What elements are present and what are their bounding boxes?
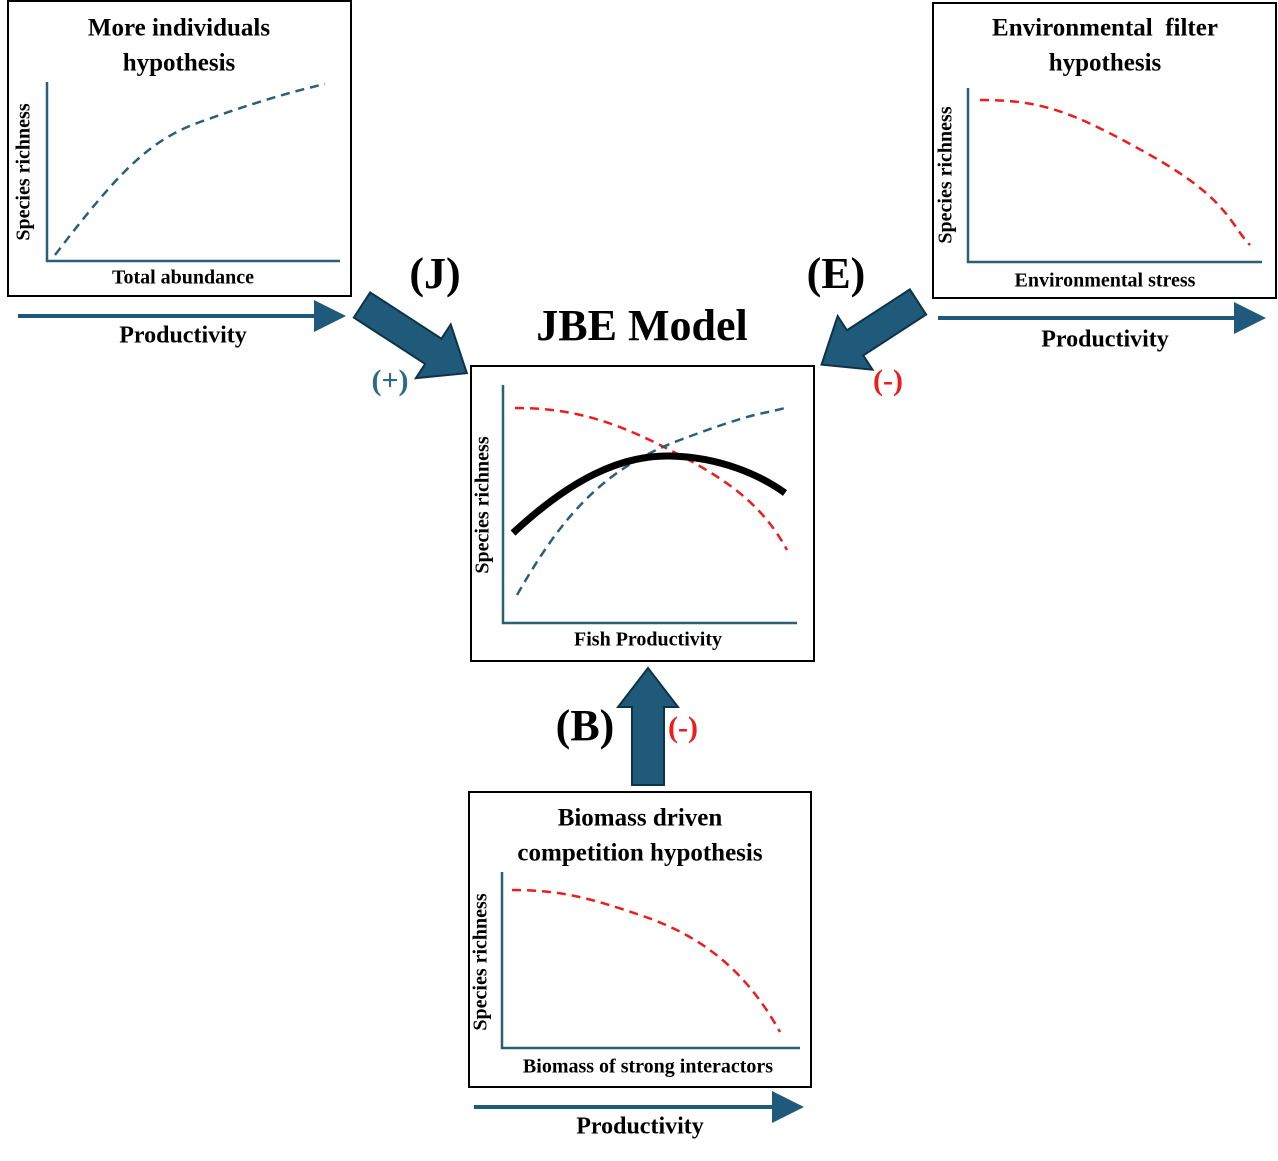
panel-label: (J) <box>409 249 460 298</box>
gradient-label: Productivity <box>576 1114 704 1140</box>
panel-box <box>468 791 812 1088</box>
panel-label: (E) <box>807 249 866 298</box>
panel-title: Biomass driven <box>558 805 723 832</box>
panel-title: More individuals <box>88 15 270 42</box>
panel-e: Environmental filter hypothesis Species … <box>932 2 1277 299</box>
sign: (-) <box>668 711 698 744</box>
link-arrow <box>615 666 681 786</box>
panel-label: (B) <box>556 701 615 750</box>
panel-title: hypothesis <box>123 50 236 77</box>
panel-title: hypothesis <box>1049 50 1162 77</box>
curve <box>510 452 788 536</box>
panel-j: More individuals hypothesis Species rich… <box>7 0 352 297</box>
axes <box>966 88 1262 264</box>
gradient-label: Productivity <box>119 323 247 349</box>
panel-b: Biomass driven competition hypothesis Sp… <box>468 791 812 1088</box>
curve <box>979 98 1251 246</box>
y-label: Species richness <box>470 893 492 1030</box>
x-label: Biomass of strong interactors <box>523 1056 773 1078</box>
x-label: Total abundance <box>112 267 254 289</box>
panel-title: Environmental filter <box>992 15 1218 42</box>
link-arrow <box>352 291 469 380</box>
x-label: Environmental stress <box>1015 270 1196 292</box>
axes <box>45 82 340 263</box>
gradient-label: Productivity <box>1041 327 1169 353</box>
title: JBE Model <box>536 301 747 350</box>
sign: (+) <box>371 364 408 397</box>
curve <box>514 406 789 551</box>
center-panel: Species richness Fish Productivity <box>470 365 815 662</box>
axes <box>501 385 797 625</box>
panel-box <box>932 2 1277 299</box>
link-arrow <box>820 288 928 371</box>
panel-box <box>7 0 352 297</box>
axes <box>500 872 800 1050</box>
panel-title: competition hypothesis <box>517 840 762 867</box>
panel-box <box>470 365 815 662</box>
y-label: Species richness <box>472 436 494 573</box>
y-label: Species richness <box>935 106 957 243</box>
curve <box>54 82 326 256</box>
x-label: Fish Productivity <box>574 629 722 651</box>
curve <box>515 406 786 596</box>
sign: (-) <box>873 364 903 397</box>
y-label: Species richness <box>13 103 35 240</box>
